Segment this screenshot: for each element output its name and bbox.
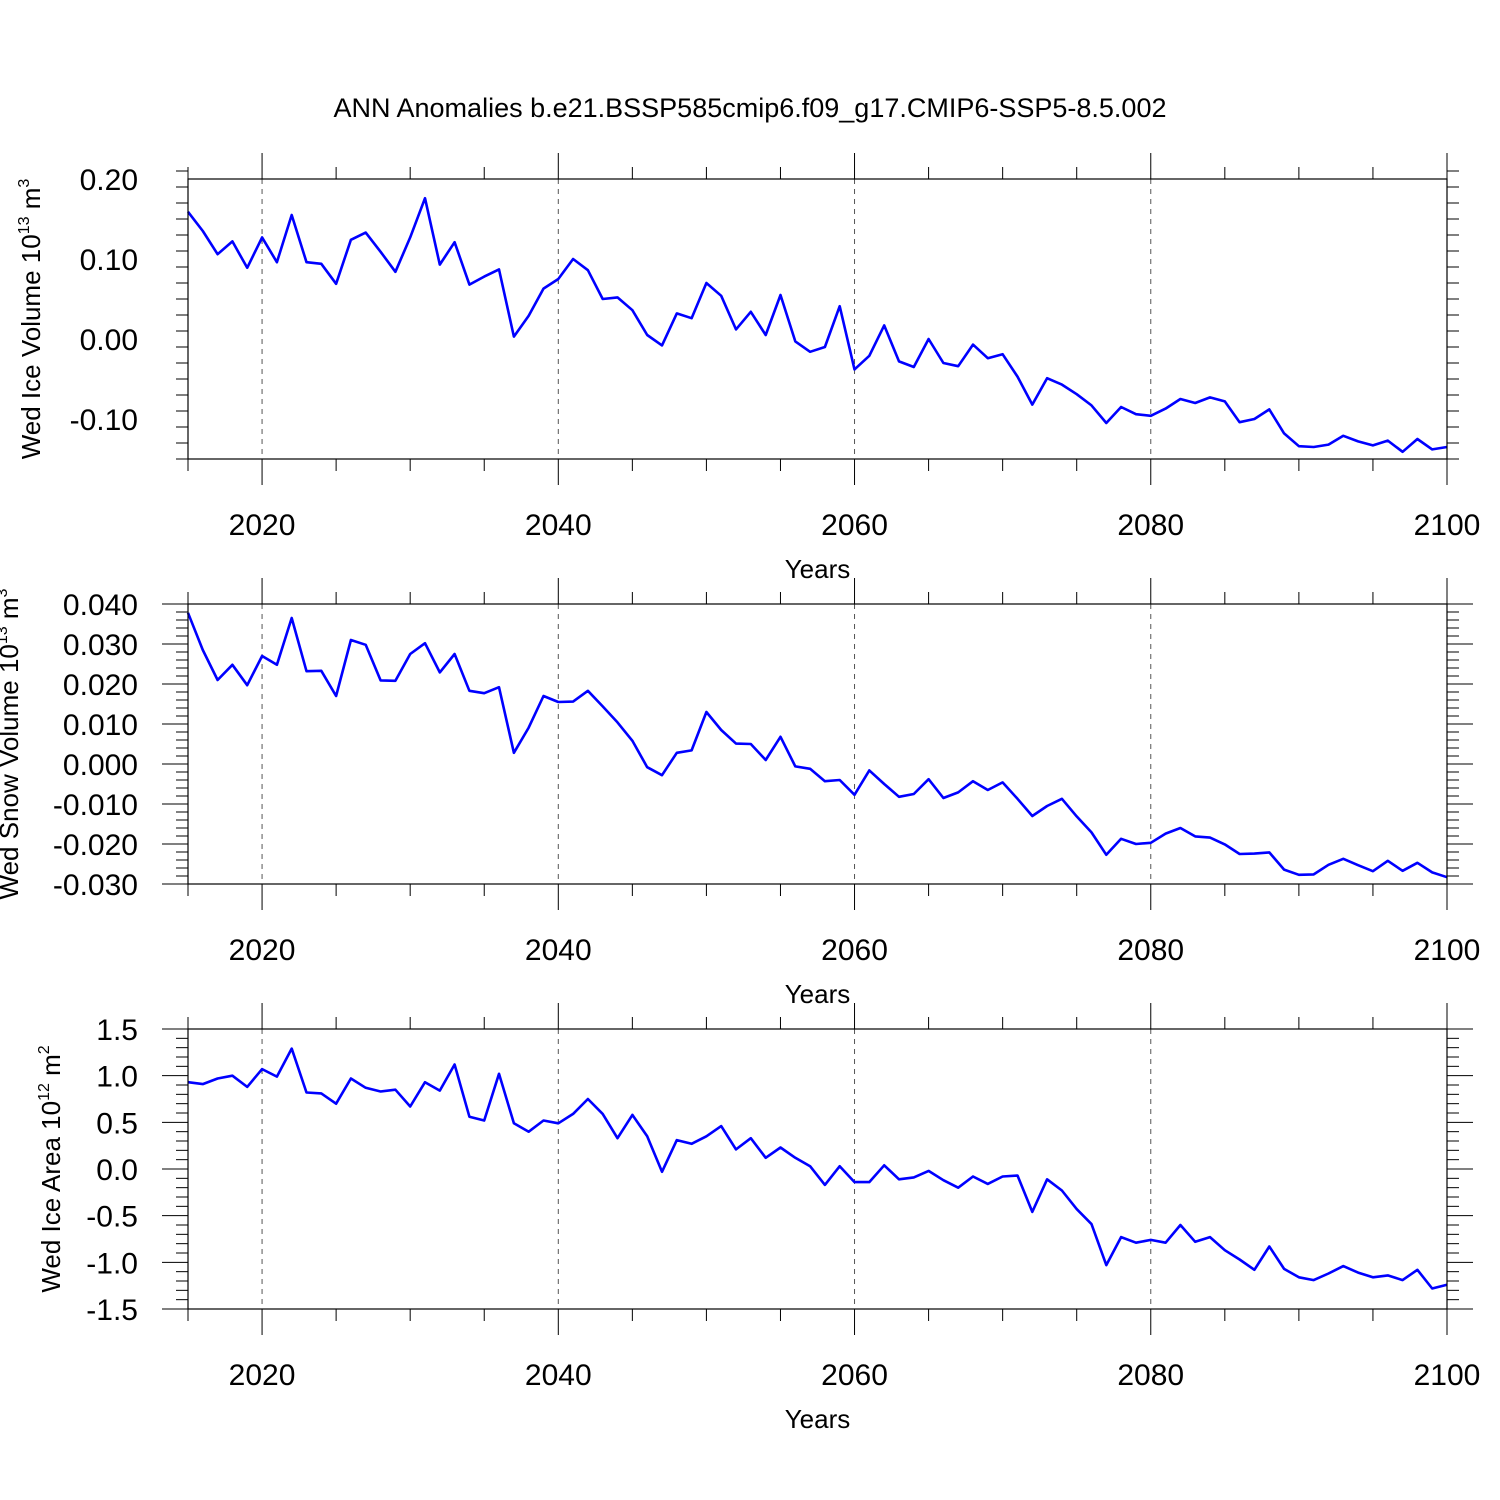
x-tick-label: 2060: [821, 1359, 888, 1392]
y-tick-label: 0.030: [63, 629, 138, 662]
y-tick-label: 0.040: [63, 589, 138, 622]
y-axis-title-unit: m: [16, 188, 46, 217]
x-tick-label: 2040: [525, 509, 592, 542]
chart-panel-1: 2020 2040 2060 2080 2100 -0.10 0.00 0.10 0.20 Yea…: [16, 153, 1480, 584]
x-axis-title: Years: [785, 979, 851, 1009]
y-axis-title-superscript: 3: [0, 588, 11, 597]
x-tick-label: 2020: [229, 934, 296, 967]
y-axis-title: Wed Snow Volume 1013 m3: [0, 588, 24, 899]
y-axis-title-superscript: 13: [16, 216, 33, 234]
x-tick-label: 2020: [229, 509, 296, 542]
plot-frame: [187, 1028, 1448, 1310]
y-axis-title-superscript: 13: [0, 626, 11, 644]
y-tick-label: 0.020: [63, 669, 138, 702]
y-tick-label: -0.10: [70, 404, 138, 437]
y-tick-label: 0.000: [63, 749, 138, 782]
x-tick-label: 2080: [1117, 1359, 1184, 1392]
y-axis-title-superscript: 3: [16, 179, 33, 188]
y-axis-title-text: Wed Ice Volume 10: [16, 234, 46, 459]
y-axis-title-unit: m: [0, 597, 24, 626]
y-axis-title-text: Wed Snow Volume 10: [0, 644, 24, 899]
x-tick-label: 2060: [821, 934, 888, 967]
x-tick-label: 2040: [525, 934, 592, 967]
plot-frame: [187, 178, 1448, 460]
data-line: [186, 612, 1448, 879]
y-tick-label: 0.00: [80, 324, 138, 357]
y-axis-title-superscript: 2: [36, 1045, 53, 1054]
figure-title: ANN Anomalies b.e21.BSSP585cmip6.f09_g17…: [334, 93, 1167, 123]
y-tick-label: 0.0: [96, 1154, 138, 1187]
y-tick-label: 1.0: [96, 1061, 138, 1094]
chart-panel-2: 2020 2040 2060 2080 2100 -0.030 -0.020 -0.010 0.…: [0, 578, 1480, 1009]
y-tick-label: 0.10: [80, 244, 138, 277]
y-axis-title: Wed Ice Volume 1013 m3: [16, 179, 46, 460]
x-tick-label: 2080: [1117, 934, 1184, 967]
x-tick-label: 2060: [821, 509, 888, 542]
y-axis-title-superscript: 12: [36, 1083, 53, 1101]
y-tick-label: -0.010: [53, 789, 138, 822]
x-axis-title: Years: [785, 554, 851, 584]
plot-frame: [187, 603, 1448, 885]
x-tick-label: 2080: [1117, 509, 1184, 542]
data-line: [186, 196, 1448, 454]
x-tick-label: 2100: [1414, 509, 1481, 542]
x-tick-label: 2100: [1414, 934, 1481, 967]
x-tick-label: 2040: [525, 1359, 592, 1392]
y-axis-title: Wed Ice Area 1012 m2: [36, 1045, 66, 1292]
y-tick-label: 0.010: [63, 709, 138, 742]
data-line: [187, 1047, 1448, 1290]
y-axis-title-unit: m: [36, 1054, 66, 1083]
y-tick-label: 0.5: [96, 1107, 138, 1140]
y-tick-label: -0.020: [53, 829, 138, 862]
y-tick-label: 0.20: [80, 164, 138, 197]
y-axis-title-text: Wed Ice Area 10: [36, 1101, 66, 1293]
y-tick-label: 1.5: [96, 1014, 138, 1047]
y-tick-label: -1.0: [86, 1247, 138, 1280]
x-tick-label: 2020: [229, 1359, 296, 1392]
x-tick-label: 2100: [1414, 1359, 1481, 1392]
chart-panel-3: 2020 2040 2060 2080 2100 -1.5 -1.0 -0.5 0.0 0.5 1.…: [36, 1003, 1480, 1434]
panels: 2020 2040 2060 2080 2100 -0.10 0.00 0.10 0.20 Yea…: [0, 153, 1480, 1434]
y-tick-label: -0.5: [86, 1201, 138, 1234]
x-axis-title: Years: [785, 1404, 851, 1434]
y-tick-label: -0.030: [53, 869, 138, 902]
y-tick-label: -1.5: [86, 1294, 138, 1327]
